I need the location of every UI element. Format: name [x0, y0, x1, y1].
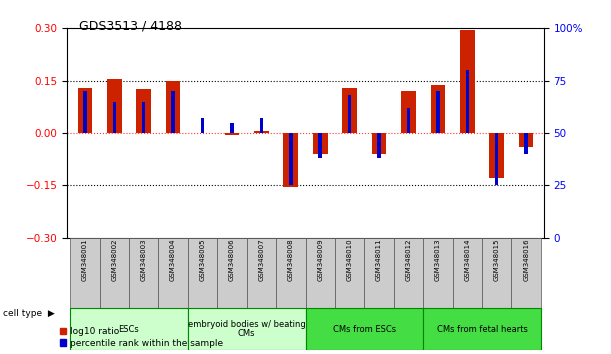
Text: GSM348004: GSM348004: [170, 239, 176, 281]
Bar: [377, 133, 381, 158]
Bar: [431, 85, 445, 133]
Text: GSM348007: GSM348007: [258, 239, 265, 281]
Bar: [436, 91, 440, 133]
Bar: [306, 308, 423, 350]
Bar: [348, 95, 351, 133]
Bar: [254, 131, 269, 133]
Text: GSM348012: GSM348012: [406, 239, 411, 281]
Text: GSM348016: GSM348016: [523, 239, 529, 281]
Bar: [453, 238, 482, 308]
Bar: [70, 308, 188, 350]
Bar: [260, 118, 263, 133]
Bar: [511, 238, 541, 308]
Bar: [284, 133, 298, 187]
Bar: [166, 81, 180, 133]
Bar: [519, 133, 533, 147]
Bar: [482, 238, 511, 308]
Bar: [188, 238, 218, 308]
Text: embryoid bodies w/ beating
CMs: embryoid bodies w/ beating CMs: [188, 320, 306, 338]
Bar: [218, 238, 247, 308]
Bar: [276, 238, 306, 308]
Bar: [107, 79, 122, 133]
Text: GSM348013: GSM348013: [435, 239, 441, 281]
Bar: [423, 308, 541, 350]
Text: GSM348014: GSM348014: [464, 239, 470, 281]
Bar: [495, 133, 499, 185]
Bar: [318, 133, 322, 158]
Text: ESCs: ESCs: [119, 325, 139, 333]
Bar: [188, 308, 306, 350]
Text: GSM348001: GSM348001: [82, 239, 88, 281]
Bar: [100, 238, 129, 308]
Text: GDS3513 / 4188: GDS3513 / 4188: [79, 19, 183, 33]
Bar: [335, 238, 364, 308]
Bar: [230, 122, 234, 133]
Bar: [142, 102, 145, 133]
Bar: [393, 238, 423, 308]
Text: GSM348009: GSM348009: [317, 239, 323, 281]
Bar: [313, 133, 327, 154]
Text: CMs from ESCs: CMs from ESCs: [333, 325, 396, 333]
Bar: [371, 133, 386, 154]
Legend: log10 ratio, percentile rank within the sample: log10 ratio, percentile rank within the …: [56, 323, 227, 351]
Bar: [129, 238, 158, 308]
Bar: [407, 108, 410, 133]
Bar: [201, 118, 204, 133]
Bar: [289, 133, 293, 185]
Text: GSM348010: GSM348010: [346, 239, 353, 281]
Text: cell type  ▶: cell type ▶: [3, 309, 55, 318]
Bar: [364, 238, 393, 308]
Bar: [70, 238, 100, 308]
Bar: [225, 133, 240, 135]
Text: GSM348002: GSM348002: [111, 239, 117, 281]
Bar: [466, 70, 469, 133]
Bar: [171, 91, 175, 133]
Text: GSM348008: GSM348008: [288, 239, 294, 281]
Bar: [460, 30, 475, 133]
Bar: [78, 88, 92, 133]
Text: CMs from fetal hearts: CMs from fetal hearts: [437, 325, 527, 333]
Bar: [112, 102, 116, 133]
Text: GSM348005: GSM348005: [200, 239, 205, 281]
Bar: [247, 238, 276, 308]
Bar: [423, 238, 453, 308]
Text: GSM348015: GSM348015: [494, 239, 500, 281]
Text: GSM348003: GSM348003: [141, 239, 147, 281]
Bar: [524, 133, 528, 154]
Bar: [401, 91, 416, 133]
Bar: [342, 88, 357, 133]
Bar: [158, 238, 188, 308]
Text: GSM348006: GSM348006: [229, 239, 235, 281]
Bar: [136, 90, 151, 133]
Text: GSM348011: GSM348011: [376, 239, 382, 281]
Bar: [306, 238, 335, 308]
Bar: [83, 91, 87, 133]
Bar: [489, 133, 504, 178]
